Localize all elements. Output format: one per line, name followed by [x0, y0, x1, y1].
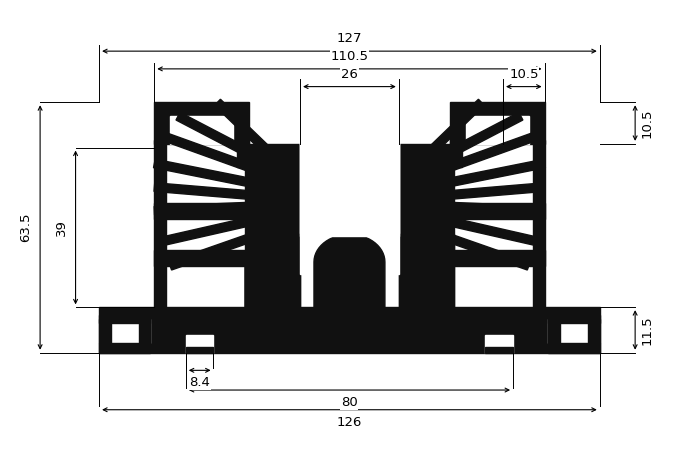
Polygon shape	[549, 315, 600, 323]
Polygon shape	[485, 335, 513, 352]
Polygon shape	[100, 307, 600, 352]
Polygon shape	[300, 102, 399, 234]
Text: 10.5: 10.5	[509, 67, 538, 81]
Text: 26: 26	[341, 67, 358, 81]
Polygon shape	[399, 234, 454, 307]
Polygon shape	[453, 218, 542, 246]
Polygon shape	[169, 234, 250, 270]
Polygon shape	[448, 234, 530, 270]
Polygon shape	[100, 315, 151, 323]
Text: 80: 80	[341, 396, 358, 409]
Polygon shape	[237, 140, 249, 168]
Polygon shape	[186, 347, 214, 352]
Polygon shape	[245, 234, 300, 307]
Polygon shape	[450, 140, 462, 168]
Polygon shape	[214, 99, 276, 159]
Polygon shape	[245, 234, 300, 307]
Polygon shape	[549, 319, 560, 343]
Polygon shape	[139, 319, 151, 343]
Polygon shape	[170, 116, 233, 144]
Text: 126: 126	[337, 416, 362, 429]
Polygon shape	[300, 102, 399, 236]
Text: 11.5: 11.5	[641, 315, 654, 345]
Polygon shape	[549, 319, 600, 343]
Polygon shape	[300, 102, 399, 236]
Text: 10.5: 10.5	[641, 108, 654, 138]
Polygon shape	[154, 203, 249, 219]
Polygon shape	[154, 168, 167, 315]
Polygon shape	[314, 234, 385, 307]
Text: 63.5: 63.5	[19, 213, 32, 242]
Polygon shape	[300, 236, 399, 274]
Polygon shape	[450, 102, 545, 144]
Polygon shape	[176, 112, 271, 167]
Polygon shape	[549, 343, 600, 352]
Polygon shape	[158, 218, 246, 246]
Polygon shape	[437, 132, 538, 175]
Polygon shape	[154, 183, 249, 199]
Polygon shape	[316, 236, 383, 307]
Polygon shape	[533, 140, 545, 168]
Polygon shape	[154, 250, 249, 266]
Text: 8.4: 8.4	[189, 376, 210, 389]
Polygon shape	[588, 319, 600, 343]
Polygon shape	[445, 159, 545, 188]
Polygon shape	[428, 112, 523, 167]
Polygon shape	[450, 250, 545, 266]
Polygon shape	[100, 319, 151, 343]
Polygon shape	[154, 102, 249, 144]
Text: 110.5: 110.5	[330, 50, 368, 63]
Polygon shape	[533, 168, 545, 315]
Polygon shape	[245, 144, 300, 307]
Polygon shape	[450, 203, 545, 219]
Polygon shape	[316, 274, 383, 307]
Polygon shape	[399, 144, 454, 307]
Polygon shape	[450, 183, 545, 199]
Polygon shape	[154, 202, 245, 215]
Text: 39: 39	[55, 219, 68, 236]
Polygon shape	[399, 234, 454, 307]
Polygon shape	[454, 202, 545, 215]
Polygon shape	[100, 319, 111, 343]
Text: 127: 127	[337, 32, 362, 45]
Polygon shape	[100, 343, 151, 352]
Polygon shape	[424, 99, 484, 159]
Polygon shape	[186, 335, 214, 352]
Polygon shape	[485, 347, 513, 352]
Polygon shape	[154, 140, 167, 168]
Polygon shape	[466, 116, 529, 144]
Polygon shape	[161, 132, 263, 175]
Polygon shape	[153, 159, 254, 188]
